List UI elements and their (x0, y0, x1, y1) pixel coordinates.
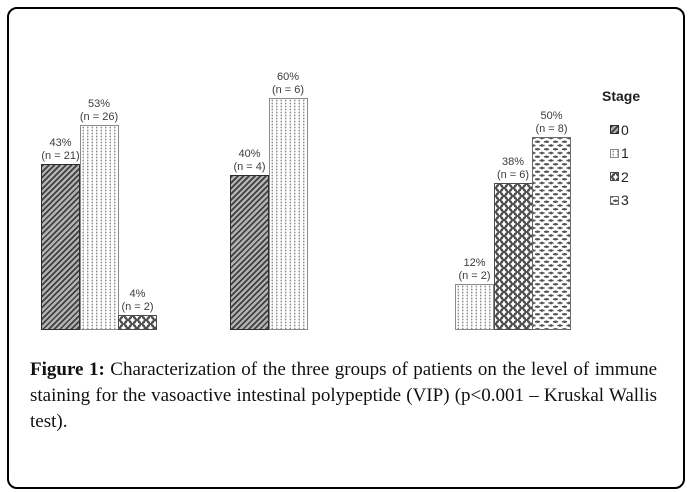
bar-label: 4% (n = 2) (121, 288, 153, 313)
figure-border (7, 7, 685, 489)
bar-n-label: (n = 6) (271, 83, 305, 96)
figure-caption: Figure 1: Characterization of the three … (30, 357, 657, 435)
dots-swatch-icon (610, 148, 619, 158)
legend-item-stage-3: 3 (610, 189, 640, 213)
bar-label: 40% (n = 4) (233, 148, 265, 173)
bar-percent-label: 60% (276, 71, 300, 83)
bar-label: 43% (n = 21) (41, 137, 79, 162)
bar-percent-label: 43% (49, 137, 72, 149)
bar-group-2-stage1: 60% (n = 6) (268, 71, 308, 330)
bar-label: 53% (n = 26) (80, 98, 118, 123)
bar-label: 38% (n = 6) (497, 156, 529, 181)
legend-stage-label: 2 (621, 168, 629, 185)
figure-caption-text: Characterization of the three groups of … (30, 359, 657, 432)
diagonal-hatch-swatch-icon (610, 125, 619, 135)
bar-n-label: (n = 2) (458, 269, 491, 282)
chart-legend: Stage 0 1 2 3 (602, 88, 640, 212)
bar-n-label: (n = 2) (121, 300, 154, 313)
bar-percent-label: 40% (238, 148, 261, 160)
bar-percent-label: 12% (463, 257, 486, 269)
legend-item-stage-1: 1 (610, 142, 640, 166)
bar-group-3-stage2: 38% (n = 6) (493, 156, 533, 330)
bar-n-label: (n = 8) (535, 122, 568, 135)
legend-stage-label: 1 (621, 145, 629, 162)
bar-n-label: (n = 6) (496, 168, 530, 181)
bar-group-1-stage0: 43% (n = 21) (41, 137, 80, 330)
bar-group-2-stage0: 40% (n = 4) (230, 148, 269, 330)
bar-group-3-stage3: 50% (n = 8) (532, 110, 571, 330)
legend-title: Stage (602, 88, 641, 104)
bar-group-3-stage1: 12% (n = 2) (455, 257, 494, 330)
bar-percent-label: 50% (540, 110, 563, 122)
bar-label: 12% (n = 2) (458, 257, 490, 282)
bar-n-label: (n = 4) (233, 160, 266, 173)
bar-n-label: (n = 26) (79, 110, 119, 123)
bar-group-1-stage1: 53% (n = 26) (79, 98, 119, 330)
legend-stage-label: 0 (621, 121, 629, 138)
scales-swatch-icon (610, 172, 619, 182)
legend-items: 0 1 2 3 (602, 118, 640, 212)
legend-item-stage-0: 0 (610, 118, 640, 142)
dashes-swatch-icon (610, 195, 619, 205)
bar-group-1-stage2: 4% (n = 2) (118, 288, 157, 330)
bar-percent-label: 4% (129, 288, 146, 300)
bar-label: 60% (n = 6) (272, 71, 304, 96)
legend-item-stage-2: 2 (610, 165, 640, 189)
bar-label: 50% (n = 8) (535, 110, 567, 135)
bar-percent-label: 38% (501, 156, 525, 168)
legend-stage-label: 3 (621, 192, 629, 209)
figure-caption-label: Figure 1: (30, 359, 105, 380)
bar-percent-label: 53% (87, 98, 111, 110)
bar-n-label: (n = 21) (41, 149, 80, 162)
